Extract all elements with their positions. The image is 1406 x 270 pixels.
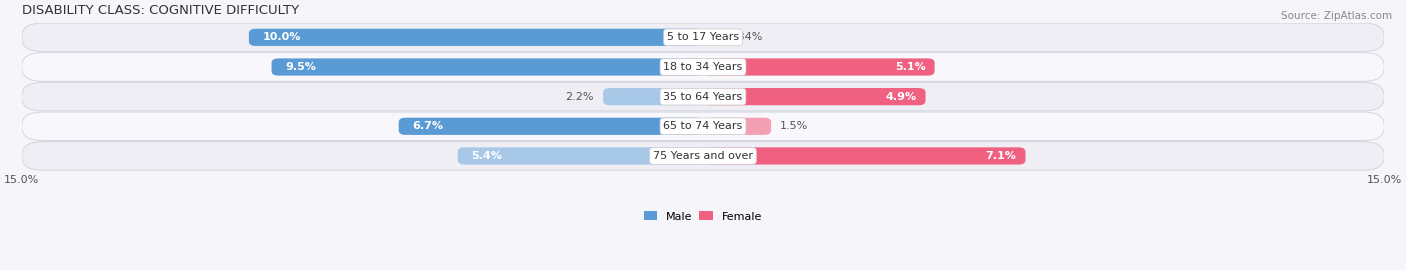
Text: 1.5%: 1.5%: [780, 121, 808, 131]
Text: 5 to 17 Years: 5 to 17 Years: [666, 32, 740, 42]
Text: 5.4%: 5.4%: [471, 151, 502, 161]
Text: DISABILITY CLASS: COGNITIVE DIFFICULTY: DISABILITY CLASS: COGNITIVE DIFFICULTY: [21, 4, 299, 17]
Text: 9.5%: 9.5%: [285, 62, 316, 72]
Text: 5.1%: 5.1%: [894, 62, 925, 72]
Text: 18 to 34 Years: 18 to 34 Years: [664, 62, 742, 72]
FancyBboxPatch shape: [399, 118, 703, 135]
FancyBboxPatch shape: [458, 147, 703, 164]
FancyBboxPatch shape: [703, 29, 718, 46]
FancyBboxPatch shape: [271, 58, 703, 76]
FancyBboxPatch shape: [703, 58, 935, 76]
FancyBboxPatch shape: [21, 142, 1385, 170]
FancyBboxPatch shape: [249, 29, 703, 46]
FancyBboxPatch shape: [703, 147, 1025, 164]
Text: 2.2%: 2.2%: [565, 92, 593, 102]
FancyBboxPatch shape: [21, 53, 1385, 81]
FancyBboxPatch shape: [21, 112, 1385, 141]
Text: 35 to 64 Years: 35 to 64 Years: [664, 92, 742, 102]
Text: 10.0%: 10.0%: [263, 32, 301, 42]
FancyBboxPatch shape: [703, 118, 770, 135]
FancyBboxPatch shape: [21, 23, 1385, 52]
Legend: Male, Female: Male, Female: [644, 211, 762, 222]
Text: 7.1%: 7.1%: [986, 151, 1017, 161]
Text: 4.9%: 4.9%: [886, 92, 917, 102]
FancyBboxPatch shape: [603, 88, 703, 105]
FancyBboxPatch shape: [703, 88, 925, 105]
Text: 6.7%: 6.7%: [412, 121, 443, 131]
Text: 0.34%: 0.34%: [727, 32, 763, 42]
Text: 75 Years and over: 75 Years and over: [652, 151, 754, 161]
FancyBboxPatch shape: [21, 82, 1385, 111]
Text: Source: ZipAtlas.com: Source: ZipAtlas.com: [1281, 11, 1392, 21]
Text: 65 to 74 Years: 65 to 74 Years: [664, 121, 742, 131]
